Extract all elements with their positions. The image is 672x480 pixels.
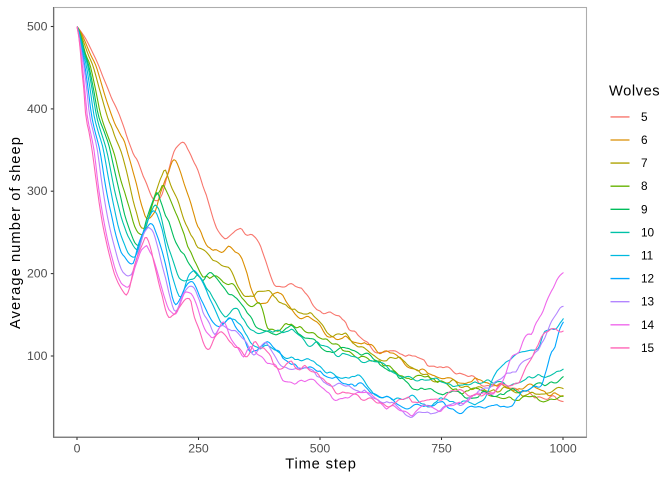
svg-text:Time step: Time step — [285, 457, 357, 473]
svg-text:400: 400 — [27, 102, 48, 116]
svg-text:13: 13 — [641, 295, 655, 309]
svg-text:11: 11 — [641, 249, 653, 263]
svg-text:500: 500 — [310, 442, 331, 456]
svg-text:200: 200 — [27, 267, 48, 281]
svg-text:12: 12 — [641, 272, 654, 286]
svg-text:0: 0 — [74, 442, 81, 456]
svg-text:6: 6 — [641, 133, 648, 147]
svg-text:750: 750 — [431, 442, 452, 456]
svg-text:5: 5 — [641, 110, 648, 124]
svg-text:7: 7 — [641, 156, 648, 170]
svg-text:100: 100 — [27, 349, 48, 363]
svg-text:9: 9 — [641, 202, 648, 216]
svg-text:14: 14 — [641, 318, 655, 332]
svg-text:Average number of sheep: Average number of sheep — [8, 136, 24, 329]
svg-text:250: 250 — [188, 442, 209, 456]
svg-text:300: 300 — [27, 184, 48, 198]
svg-text:15: 15 — [641, 341, 655, 355]
svg-text:Wolves: Wolves — [609, 84, 660, 100]
svg-text:10: 10 — [641, 225, 655, 239]
svg-text:1000: 1000 — [549, 442, 577, 456]
svg-text:8: 8 — [641, 179, 648, 193]
svg-text:500: 500 — [27, 20, 48, 34]
